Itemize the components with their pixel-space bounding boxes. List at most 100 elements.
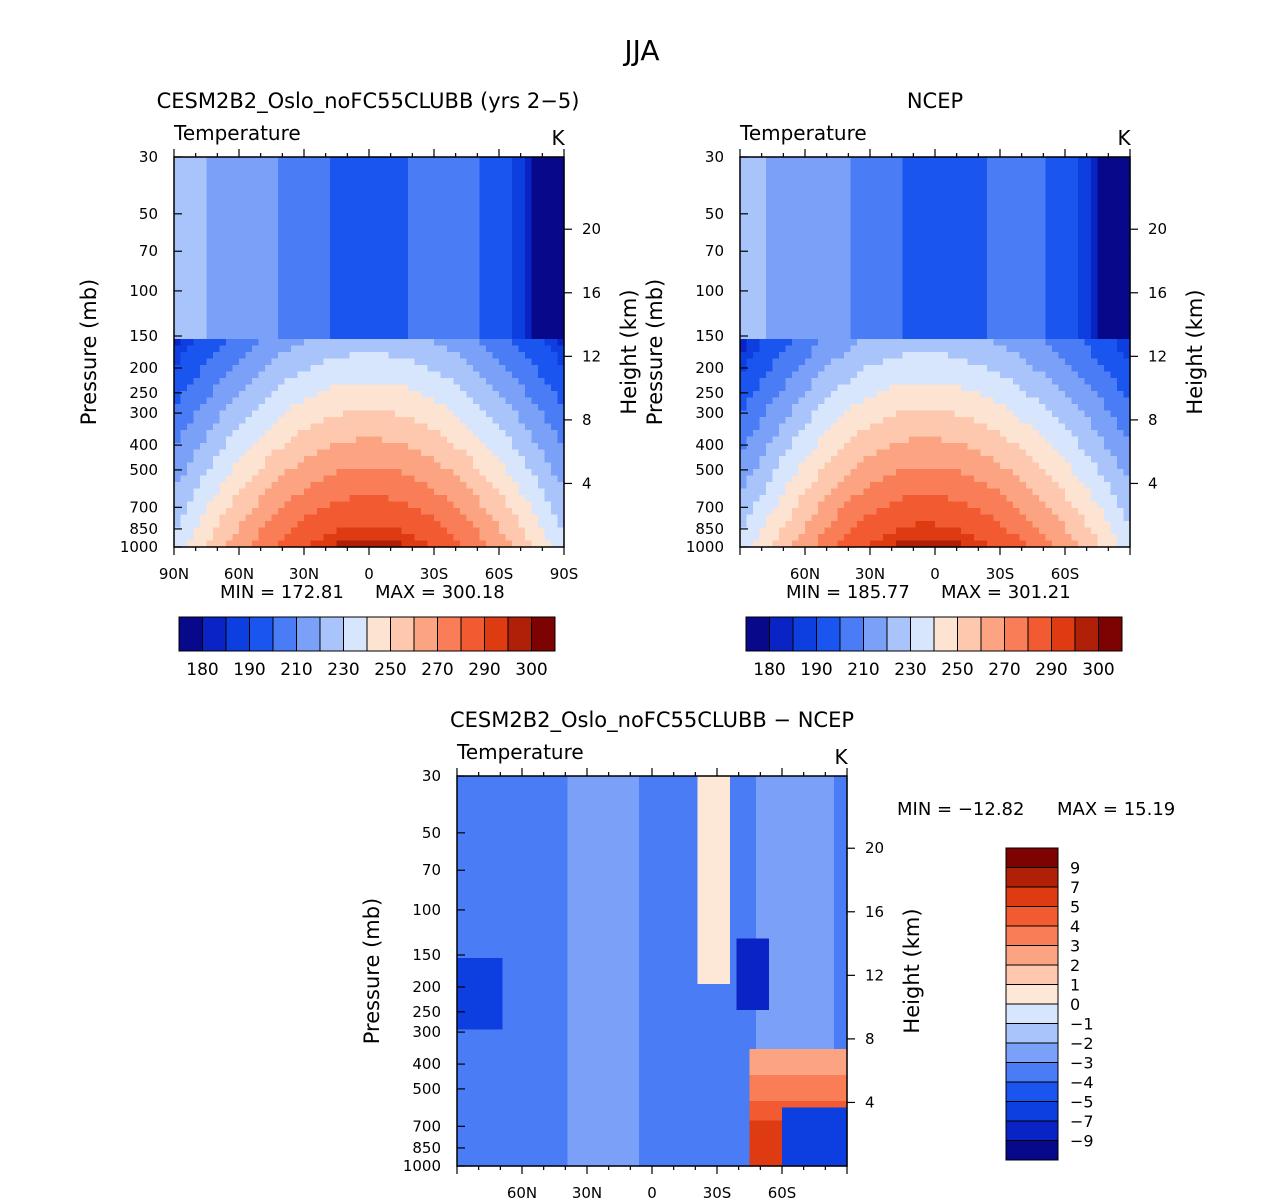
contour-cell — [538, 378, 546, 386]
contour-cell — [180, 319, 188, 327]
contour-cell — [434, 332, 442, 340]
contour-cell — [544, 358, 552, 366]
contour-cell — [492, 404, 500, 412]
contour-cell — [850, 501, 858, 509]
contour-cell — [427, 384, 435, 392]
contour-cell — [362, 183, 370, 191]
contour-cell — [245, 176, 253, 184]
contour-cell — [265, 215, 273, 223]
contour-cell — [525, 313, 533, 321]
contour-cell — [779, 157, 787, 165]
contour-cell — [343, 508, 351, 516]
contour-cell — [557, 345, 565, 353]
contour-cell — [310, 339, 318, 347]
contour-cell — [317, 163, 325, 171]
contour-cell — [310, 313, 318, 321]
contour-cell — [544, 482, 552, 490]
contour-cell — [531, 527, 539, 535]
contour-cell — [518, 163, 526, 171]
contour-cell — [239, 371, 247, 379]
contour-cell — [798, 345, 806, 353]
contour-cell — [317, 371, 325, 379]
contour-cell — [818, 358, 826, 366]
contour-cell — [824, 521, 832, 529]
contour-cell — [792, 332, 800, 340]
contour-cell — [844, 540, 852, 548]
contour-cell — [395, 241, 403, 249]
contour-cell — [252, 209, 260, 217]
contour-cell — [466, 267, 474, 275]
contour-cell — [336, 306, 344, 314]
contour-cell — [401, 365, 409, 373]
contour-cell — [551, 339, 559, 347]
contour-cell — [531, 488, 539, 496]
contour-cell — [505, 319, 513, 327]
contour-cell — [427, 235, 435, 243]
contour-cell — [844, 430, 852, 438]
contour-cell — [265, 404, 273, 412]
contour-cell — [785, 215, 793, 223]
contour-cell — [759, 436, 767, 444]
contour-cell — [362, 495, 370, 503]
contour-cell — [746, 391, 754, 399]
contour-cell — [187, 222, 195, 230]
contour-cell — [382, 176, 390, 184]
contour-cell — [310, 241, 318, 249]
contour-cell — [284, 228, 292, 236]
contour-cell — [317, 287, 325, 295]
contour-cell — [239, 540, 247, 548]
contour-cell — [531, 534, 539, 542]
contour-cell — [291, 501, 299, 509]
contour-cell — [551, 423, 559, 431]
contour-cell — [304, 339, 312, 347]
contour-cell — [512, 371, 520, 379]
contour-cell — [369, 176, 377, 184]
contour-cell — [818, 235, 826, 243]
contour-cell — [512, 332, 520, 340]
contour-cell — [187, 384, 195, 392]
contour-cell — [317, 397, 325, 405]
contour-cell — [447, 170, 455, 178]
contour-cell — [460, 378, 468, 386]
contour-cell — [258, 183, 266, 191]
contour-cell — [837, 521, 845, 529]
contour-cell — [792, 319, 800, 327]
contour-cell — [753, 423, 761, 431]
contour-cell — [759, 287, 767, 295]
contour-cell — [265, 176, 273, 184]
contour-cell — [395, 183, 403, 191]
contour-cell — [805, 508, 813, 516]
contour-cell — [466, 534, 474, 542]
contour-cell — [206, 235, 214, 243]
contour-cell — [434, 196, 442, 204]
contour-cell — [414, 410, 422, 418]
contour-cell — [544, 397, 552, 405]
contour-cell — [544, 371, 552, 379]
contour-cell — [486, 534, 494, 542]
contour-cell — [349, 365, 357, 373]
contour-cell — [174, 189, 182, 197]
contour-cell — [837, 209, 845, 217]
contour-cell — [746, 196, 754, 204]
contour-cell — [447, 514, 455, 522]
contour-cell — [291, 274, 299, 282]
contour-cell — [408, 332, 416, 340]
contour-cell — [193, 163, 201, 171]
contour-cell — [518, 501, 526, 509]
contour-cell — [440, 410, 448, 418]
contour-cell — [512, 514, 520, 522]
contour-cell — [779, 443, 787, 451]
contour-cell — [779, 202, 787, 210]
contour-cell — [531, 482, 539, 490]
contour-cell — [772, 475, 780, 483]
contour-cell — [414, 521, 422, 529]
contour-cell — [304, 521, 312, 529]
contour-cell — [323, 306, 331, 314]
contour-cell — [362, 196, 370, 204]
contour-cell — [811, 248, 819, 256]
contour-cell — [499, 462, 507, 470]
contour-cell — [824, 248, 832, 256]
contour-cell — [792, 196, 800, 204]
contour-cell — [239, 397, 247, 405]
contour-cell — [531, 176, 539, 184]
